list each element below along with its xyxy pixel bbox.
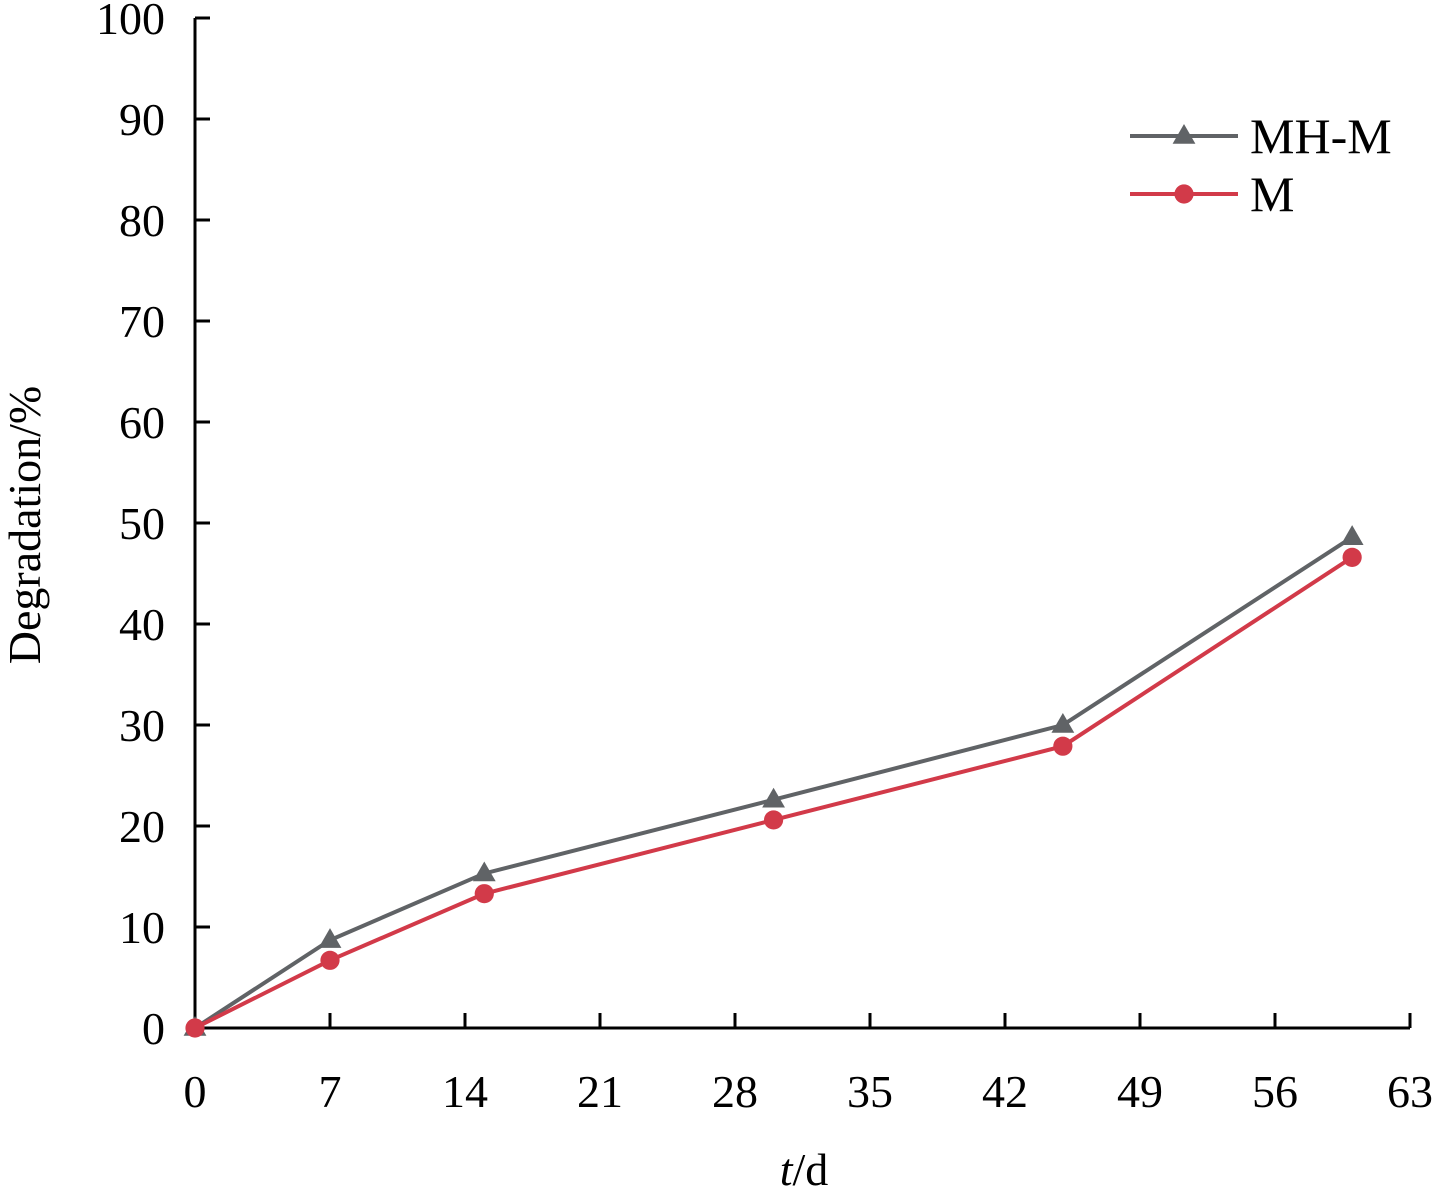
x-tick-label: 7 — [319, 1066, 342, 1117]
legend-label: M — [1250, 166, 1294, 222]
y-tick-label: 70 — [119, 296, 165, 347]
x-tick-label: 14 — [442, 1066, 488, 1117]
x-axis-title-unit: /d — [793, 1144, 829, 1192]
series-mh-m — [183, 525, 1364, 1036]
data-point-triangle — [1051, 713, 1075, 733]
series-m — [185, 547, 1362, 1038]
y-tick-label: 90 — [119, 94, 165, 145]
data-point-triangle — [318, 928, 342, 948]
y-tick-label: 0 — [142, 1003, 165, 1054]
x-tick-label: 0 — [184, 1066, 207, 1117]
data-point-circle — [1342, 547, 1362, 567]
legend-item: MH-M — [1130, 108, 1392, 164]
x-tick-label: 63 — [1387, 1066, 1433, 1117]
y-tick-label: 30 — [119, 700, 165, 751]
data-point-circle — [1053, 736, 1073, 756]
x-axis-title: t/d — [780, 1144, 829, 1192]
series-layer — [183, 525, 1364, 1038]
data-point-triangle — [472, 861, 496, 882]
data-point-circle — [763, 810, 784, 830]
y-tick-label: 50 — [119, 498, 165, 549]
data-point-circle — [320, 950, 340, 970]
y-tick-label: 60 — [119, 397, 165, 448]
x-axis-ticks: 0 7 14 21 28 35 42 49 56 63 — [184, 1013, 1433, 1117]
y-tick-label: 10 — [119, 902, 165, 953]
legend-item: M — [1130, 166, 1294, 222]
x-tick-label: 49 — [1117, 1066, 1163, 1117]
legend: MH-MM — [1130, 108, 1392, 222]
x-tick-label: 21 — [577, 1066, 623, 1117]
legend-label: MH-M — [1250, 108, 1392, 164]
x-tick-label: 28 — [712, 1066, 758, 1117]
y-axis-ticks: 0 10 20 30 40 50 60 70 80 90 100 — [96, 0, 210, 1054]
y-tick-label: 40 — [119, 599, 165, 650]
data-point-circle — [1174, 184, 1194, 204]
data-point-circle — [185, 1018, 205, 1038]
y-tick-label: 100 — [96, 0, 165, 44]
series-line — [194, 555, 1354, 1030]
x-tick-label: 35 — [847, 1066, 893, 1117]
data-point-triangle — [762, 787, 785, 808]
data-point-triangle — [1172, 124, 1196, 144]
data-point-triangle — [1340, 525, 1364, 545]
axes — [193, 18, 1410, 1030]
y-tick-label: 80 — [119, 195, 165, 246]
x-tick-label: 42 — [982, 1066, 1028, 1117]
data-point-circle — [474, 884, 494, 904]
x-axis-title-variable: t — [780, 1144, 794, 1192]
y-axis-title: Degradation/% — [0, 386, 50, 664]
x-tick-label: 56 — [1252, 1066, 1298, 1117]
y-tick-label: 20 — [119, 801, 165, 852]
series-line — [193, 535, 1354, 1030]
